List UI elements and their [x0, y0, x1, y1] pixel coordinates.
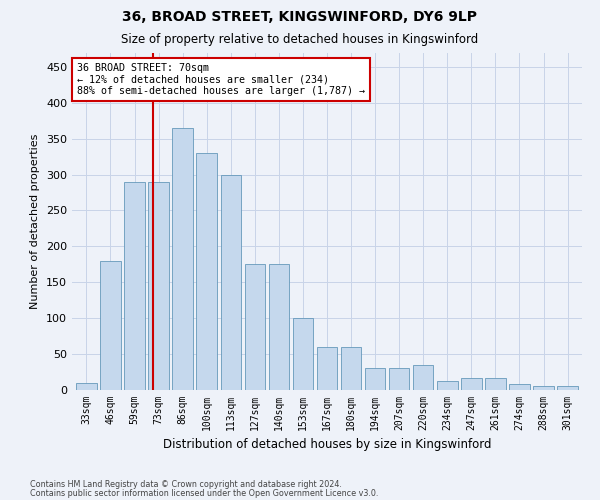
Text: Contains HM Land Registry data © Crown copyright and database right 2024.: Contains HM Land Registry data © Crown c…: [30, 480, 342, 489]
Bar: [245, 264, 265, 390]
Bar: [196, 153, 217, 390]
X-axis label: Distribution of detached houses by size in Kingswinford: Distribution of detached houses by size …: [163, 438, 491, 452]
Bar: [269, 264, 289, 390]
Bar: [509, 384, 530, 390]
Text: 36, BROAD STREET, KINGSWINFORD, DY6 9LP: 36, BROAD STREET, KINGSWINFORD, DY6 9LP: [122, 10, 478, 24]
Bar: [485, 378, 506, 390]
Bar: [317, 347, 337, 390]
Bar: [172, 128, 193, 390]
Bar: [533, 386, 554, 390]
Bar: [461, 378, 482, 390]
Bar: [365, 368, 385, 390]
Bar: [100, 260, 121, 390]
Text: Size of property relative to detached houses in Kingswinford: Size of property relative to detached ho…: [121, 32, 479, 46]
Text: Contains public sector information licensed under the Open Government Licence v3: Contains public sector information licen…: [30, 488, 379, 498]
Bar: [413, 365, 433, 390]
Bar: [557, 386, 578, 390]
Y-axis label: Number of detached properties: Number of detached properties: [31, 134, 40, 309]
Bar: [76, 383, 97, 390]
Bar: [293, 318, 313, 390]
Bar: [437, 382, 458, 390]
Bar: [221, 174, 241, 390]
Bar: [148, 182, 169, 390]
Text: 36 BROAD STREET: 70sqm
← 12% of detached houses are smaller (234)
88% of semi-de: 36 BROAD STREET: 70sqm ← 12% of detached…: [77, 62, 365, 96]
Bar: [124, 182, 145, 390]
Bar: [389, 368, 409, 390]
Bar: [341, 347, 361, 390]
